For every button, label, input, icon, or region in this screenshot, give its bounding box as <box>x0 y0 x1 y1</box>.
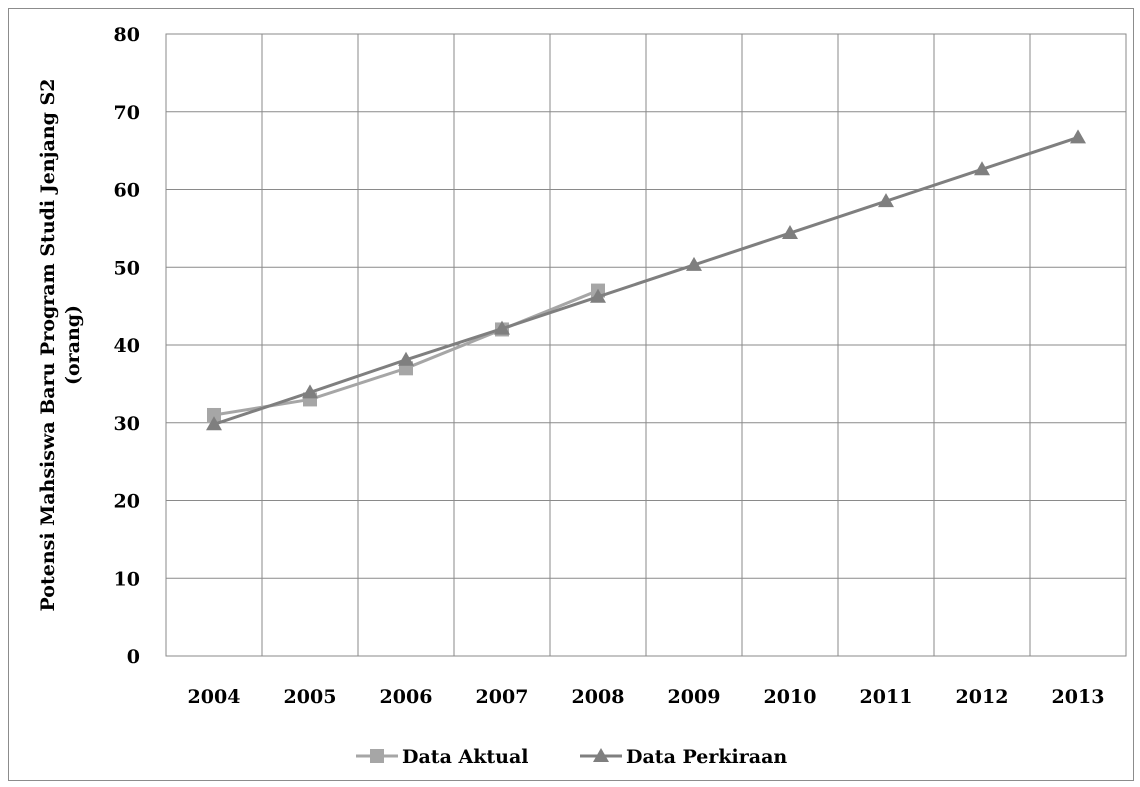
y-axis-title-line1: Potensi Mahsiswa Baru Program Studi Jenj… <box>37 79 59 612</box>
plot-area <box>165 33 1127 657</box>
legend-marker <box>370 749 384 763</box>
series-data-perkiraan <box>206 129 1086 431</box>
data-point <box>1070 129 1086 144</box>
data-point <box>878 193 894 208</box>
y-axis-title-line2: (orang) <box>62 305 84 385</box>
x-tick-label: 2008 <box>572 686 625 708</box>
legend-marker <box>593 748 609 762</box>
x-tick-label: 2005 <box>284 686 337 708</box>
series-line <box>213 135 1079 426</box>
x-tick-label: 2009 <box>668 686 721 708</box>
data-point <box>686 256 702 271</box>
chart-frame: 0 10 20 30 40 50 60 70 80 2004 2005 2006 2007 2008 20… <box>8 8 1134 781</box>
y-tick-label: 60 <box>114 180 140 202</box>
legend-item: Data Aktual <box>356 746 529 768</box>
data-point <box>590 288 606 303</box>
y-tick-label: 40 <box>114 335 140 357</box>
data-point <box>494 320 510 335</box>
x-tick-label: 2007 <box>476 686 529 708</box>
y-tick-label: 50 <box>114 257 140 279</box>
series-layer <box>206 129 1086 431</box>
y-tick-label: 0 <box>127 646 140 668</box>
grid <box>165 33 1127 657</box>
y-tick-label: 70 <box>114 102 140 124</box>
y-tick-label: 80 <box>114 24 140 46</box>
x-tick-label: 2006 <box>380 686 433 708</box>
y-axis-ticks: 0 10 20 30 40 50 60 70 80 <box>114 24 140 668</box>
x-axis-ticks: 2004 2005 2006 2007 2008 2009 2010 2011 2012 2013 <box>188 686 1105 708</box>
y-tick-label: 20 <box>114 491 140 513</box>
data-point <box>206 416 222 431</box>
x-tick-label: 2004 <box>188 686 241 708</box>
legend-item: Data Perkiraan <box>580 746 787 768</box>
legend: Data Aktual Data Perkiraan <box>356 746 787 768</box>
x-tick-label: 2011 <box>860 686 913 708</box>
x-tick-label: 2013 <box>1052 686 1105 708</box>
data-point <box>398 351 414 366</box>
data-point <box>782 225 798 240</box>
legend-label: Data Aktual <box>402 746 529 768</box>
data-point <box>207 407 221 422</box>
data-point <box>974 161 990 176</box>
y-tick-label: 10 <box>114 568 140 590</box>
data-point <box>302 384 318 399</box>
legend-label: Data Perkiraan <box>626 746 787 768</box>
x-tick-label: 2012 <box>956 686 1009 708</box>
y-tick-label: 30 <box>114 413 140 435</box>
x-tick-label: 2010 <box>764 686 817 708</box>
